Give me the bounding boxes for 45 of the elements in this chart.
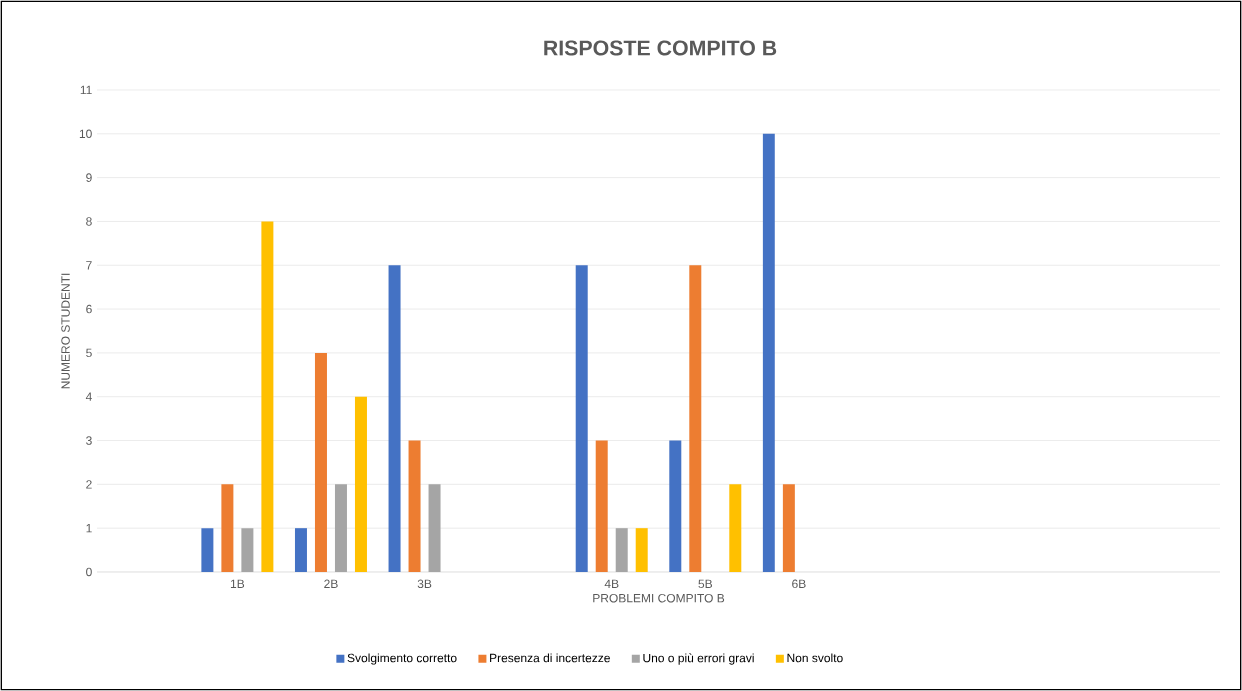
bar: [729, 484, 742, 572]
legend-label: Presenza di incertezze: [490, 653, 610, 663]
y-tick-label: 4: [85, 392, 92, 401]
x-tick-label: 2B: [324, 579, 338, 588]
x-tick-label: 5B: [698, 579, 713, 589]
y-tick-label: 3: [86, 436, 92, 445]
bar: [428, 484, 441, 572]
bar: [669, 440, 682, 572]
y-tick-label: 2: [86, 480, 92, 489]
bar: [334, 484, 347, 572]
chart-title: RISPOSTE COMPITO B: [544, 40, 777, 56]
bar: [221, 484, 234, 572]
legend-label: Svolgimento corretto: [347, 653, 457, 665]
bar: [635, 528, 648, 572]
y-axis-title: NUMERO STUDENTI: [61, 273, 70, 389]
y-tick-label: 6: [86, 304, 92, 314]
bar: [294, 528, 307, 572]
bar: [354, 396, 367, 572]
x-tick-label: 6B: [792, 579, 806, 589]
bar: [241, 528, 254, 572]
y-tick-label: 1: [86, 524, 92, 533]
y-tick-label: 8: [86, 217, 92, 226]
y-tick-label: 7: [86, 261, 92, 270]
bar: [388, 265, 401, 572]
x-axis-title: PROBLEMI COMPITO B: [593, 593, 725, 603]
bar: [314, 352, 327, 572]
y-tick-label: 10: [79, 129, 92, 139]
bar: [201, 528, 214, 572]
x-tick-label: 4B: [604, 579, 619, 588]
x-tick-label: 3B: [417, 579, 432, 589]
bar: [689, 265, 702, 572]
x-tick-label: 1B: [230, 579, 245, 588]
bar: [575, 265, 588, 572]
bar: [615, 528, 628, 572]
legend-label: Non svolto: [787, 653, 843, 663]
bar: [261, 221, 274, 572]
y-tick-label: 11: [80, 85, 92, 95]
bar: [782, 484, 795, 572]
bar: [595, 440, 608, 572]
bar: [408, 440, 421, 572]
y-tick-label: 9: [86, 173, 92, 182]
bar: [762, 133, 775, 572]
y-tick-label: 0: [86, 567, 92, 577]
y-tick-label: 5: [86, 348, 92, 358]
legend-label: Uno o più errori gravi: [643, 653, 754, 665]
